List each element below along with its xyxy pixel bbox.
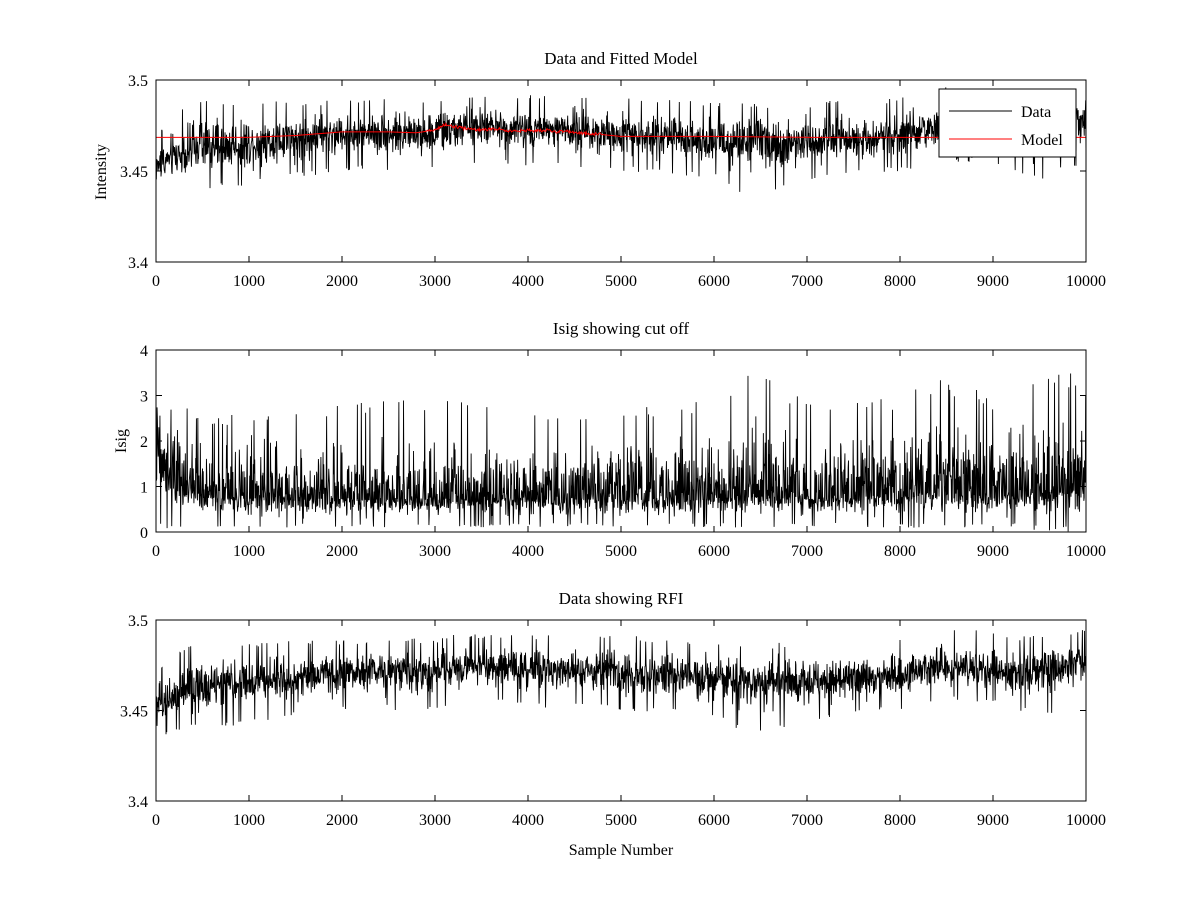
x-tick-label: 5000 xyxy=(605,273,637,290)
y-tick-label: 1 xyxy=(140,480,148,497)
x-tick-label: 10000 xyxy=(1066,273,1106,290)
y-tick-label: 3.5 xyxy=(128,73,148,90)
y-axis-label: Intensity xyxy=(93,144,110,200)
x-tick-label: 8000 xyxy=(884,273,916,290)
series-group xyxy=(156,630,1086,735)
axes-box xyxy=(155,79,1087,263)
axes-box xyxy=(155,349,1087,533)
plot-area xyxy=(156,630,1086,735)
x-tick-label: 4000 xyxy=(512,812,544,829)
legend: Data Model xyxy=(938,88,1077,158)
x-tick-label: 1000 xyxy=(233,543,265,560)
x-tick-label: 8000 xyxy=(884,543,916,560)
plot-area xyxy=(156,373,1086,532)
x-tick-label: 2000 xyxy=(326,543,358,560)
x-tick-label: 6000 xyxy=(698,273,730,290)
y-tick-label: 2 xyxy=(140,434,148,451)
legend-label-model: Model xyxy=(1021,132,1063,149)
series-group xyxy=(156,373,1086,532)
x-tick-label: 0 xyxy=(152,273,160,290)
chart-title: Isig showing cut off xyxy=(553,319,689,338)
x-tick-label: 4000 xyxy=(512,543,544,560)
y-tick-label: 3.4 xyxy=(128,794,148,811)
x-tick-label: 7000 xyxy=(791,273,823,290)
series-line-data xyxy=(156,87,1086,192)
x-tick-label: 9000 xyxy=(977,812,1009,829)
x-tick-label: 5000 xyxy=(605,812,637,829)
x-tick-label: 7000 xyxy=(791,812,823,829)
x-tick-label: 0 xyxy=(152,543,160,560)
legend-label-data: Data xyxy=(1021,104,1051,121)
x-tick-label: 3000 xyxy=(419,543,451,560)
x-tick-label: 1000 xyxy=(233,273,265,290)
y-axis-label: Isig xyxy=(113,429,130,453)
series-line-isig xyxy=(156,373,1086,532)
panel-isig: Isig showing cut off Isig 0 1000 2000 3000 4… xyxy=(113,319,1106,560)
x-tick-label: 5000 xyxy=(605,543,637,560)
legend-box xyxy=(938,88,1077,158)
panel-data-and-model: Data and Fitted Model Intensity 0 1000 200… xyxy=(93,49,1106,290)
x-tick-label: 10000 xyxy=(1066,543,1106,560)
series-line-model xyxy=(156,122,1086,138)
panel-rfi: Data showing RFI Sample Number 0 1000 2000… xyxy=(120,589,1106,859)
x-tick-label: 9000 xyxy=(977,273,1009,290)
chart-title: Data showing RFI xyxy=(559,589,684,608)
x-axis-label: Sample Number xyxy=(569,842,674,859)
x-tick-label: 8000 xyxy=(884,812,916,829)
x-tick-label: 10000 xyxy=(1066,812,1106,829)
x-tick-label: 0 xyxy=(152,812,160,829)
chart-title: Data and Fitted Model xyxy=(544,49,698,68)
x-tick-label: 6000 xyxy=(698,543,730,560)
y-tick-label: 4 xyxy=(140,343,148,360)
series-line-data xyxy=(156,630,1086,735)
x-tick-label: 2000 xyxy=(326,273,358,290)
y-tick-label: 3.45 xyxy=(120,704,148,721)
x-tick-label: 3000 xyxy=(419,273,451,290)
y-tick-label: 3.4 xyxy=(128,255,148,272)
x-tick-label: 2000 xyxy=(326,812,358,829)
y-tick-label: 0 xyxy=(140,525,148,542)
x-tick-label: 4000 xyxy=(512,273,544,290)
plot-area xyxy=(156,87,1086,192)
axis-ticks: 0 1000 2000 3000 4000 5000 6000 7000 8000 9000 100… xyxy=(120,73,1106,290)
series-group xyxy=(156,87,1086,192)
x-tick-label: 9000 xyxy=(977,543,1009,560)
y-tick-label: 3.45 xyxy=(120,164,148,181)
x-tick-label: 3000 xyxy=(419,812,451,829)
x-tick-label: 1000 xyxy=(233,812,265,829)
x-tick-label: 7000 xyxy=(791,543,823,560)
y-tick-label: 3.5 xyxy=(128,613,148,630)
y-tick-label: 3 xyxy=(140,389,148,406)
axes-box xyxy=(155,619,1087,802)
x-tick-label: 6000 xyxy=(698,812,730,829)
